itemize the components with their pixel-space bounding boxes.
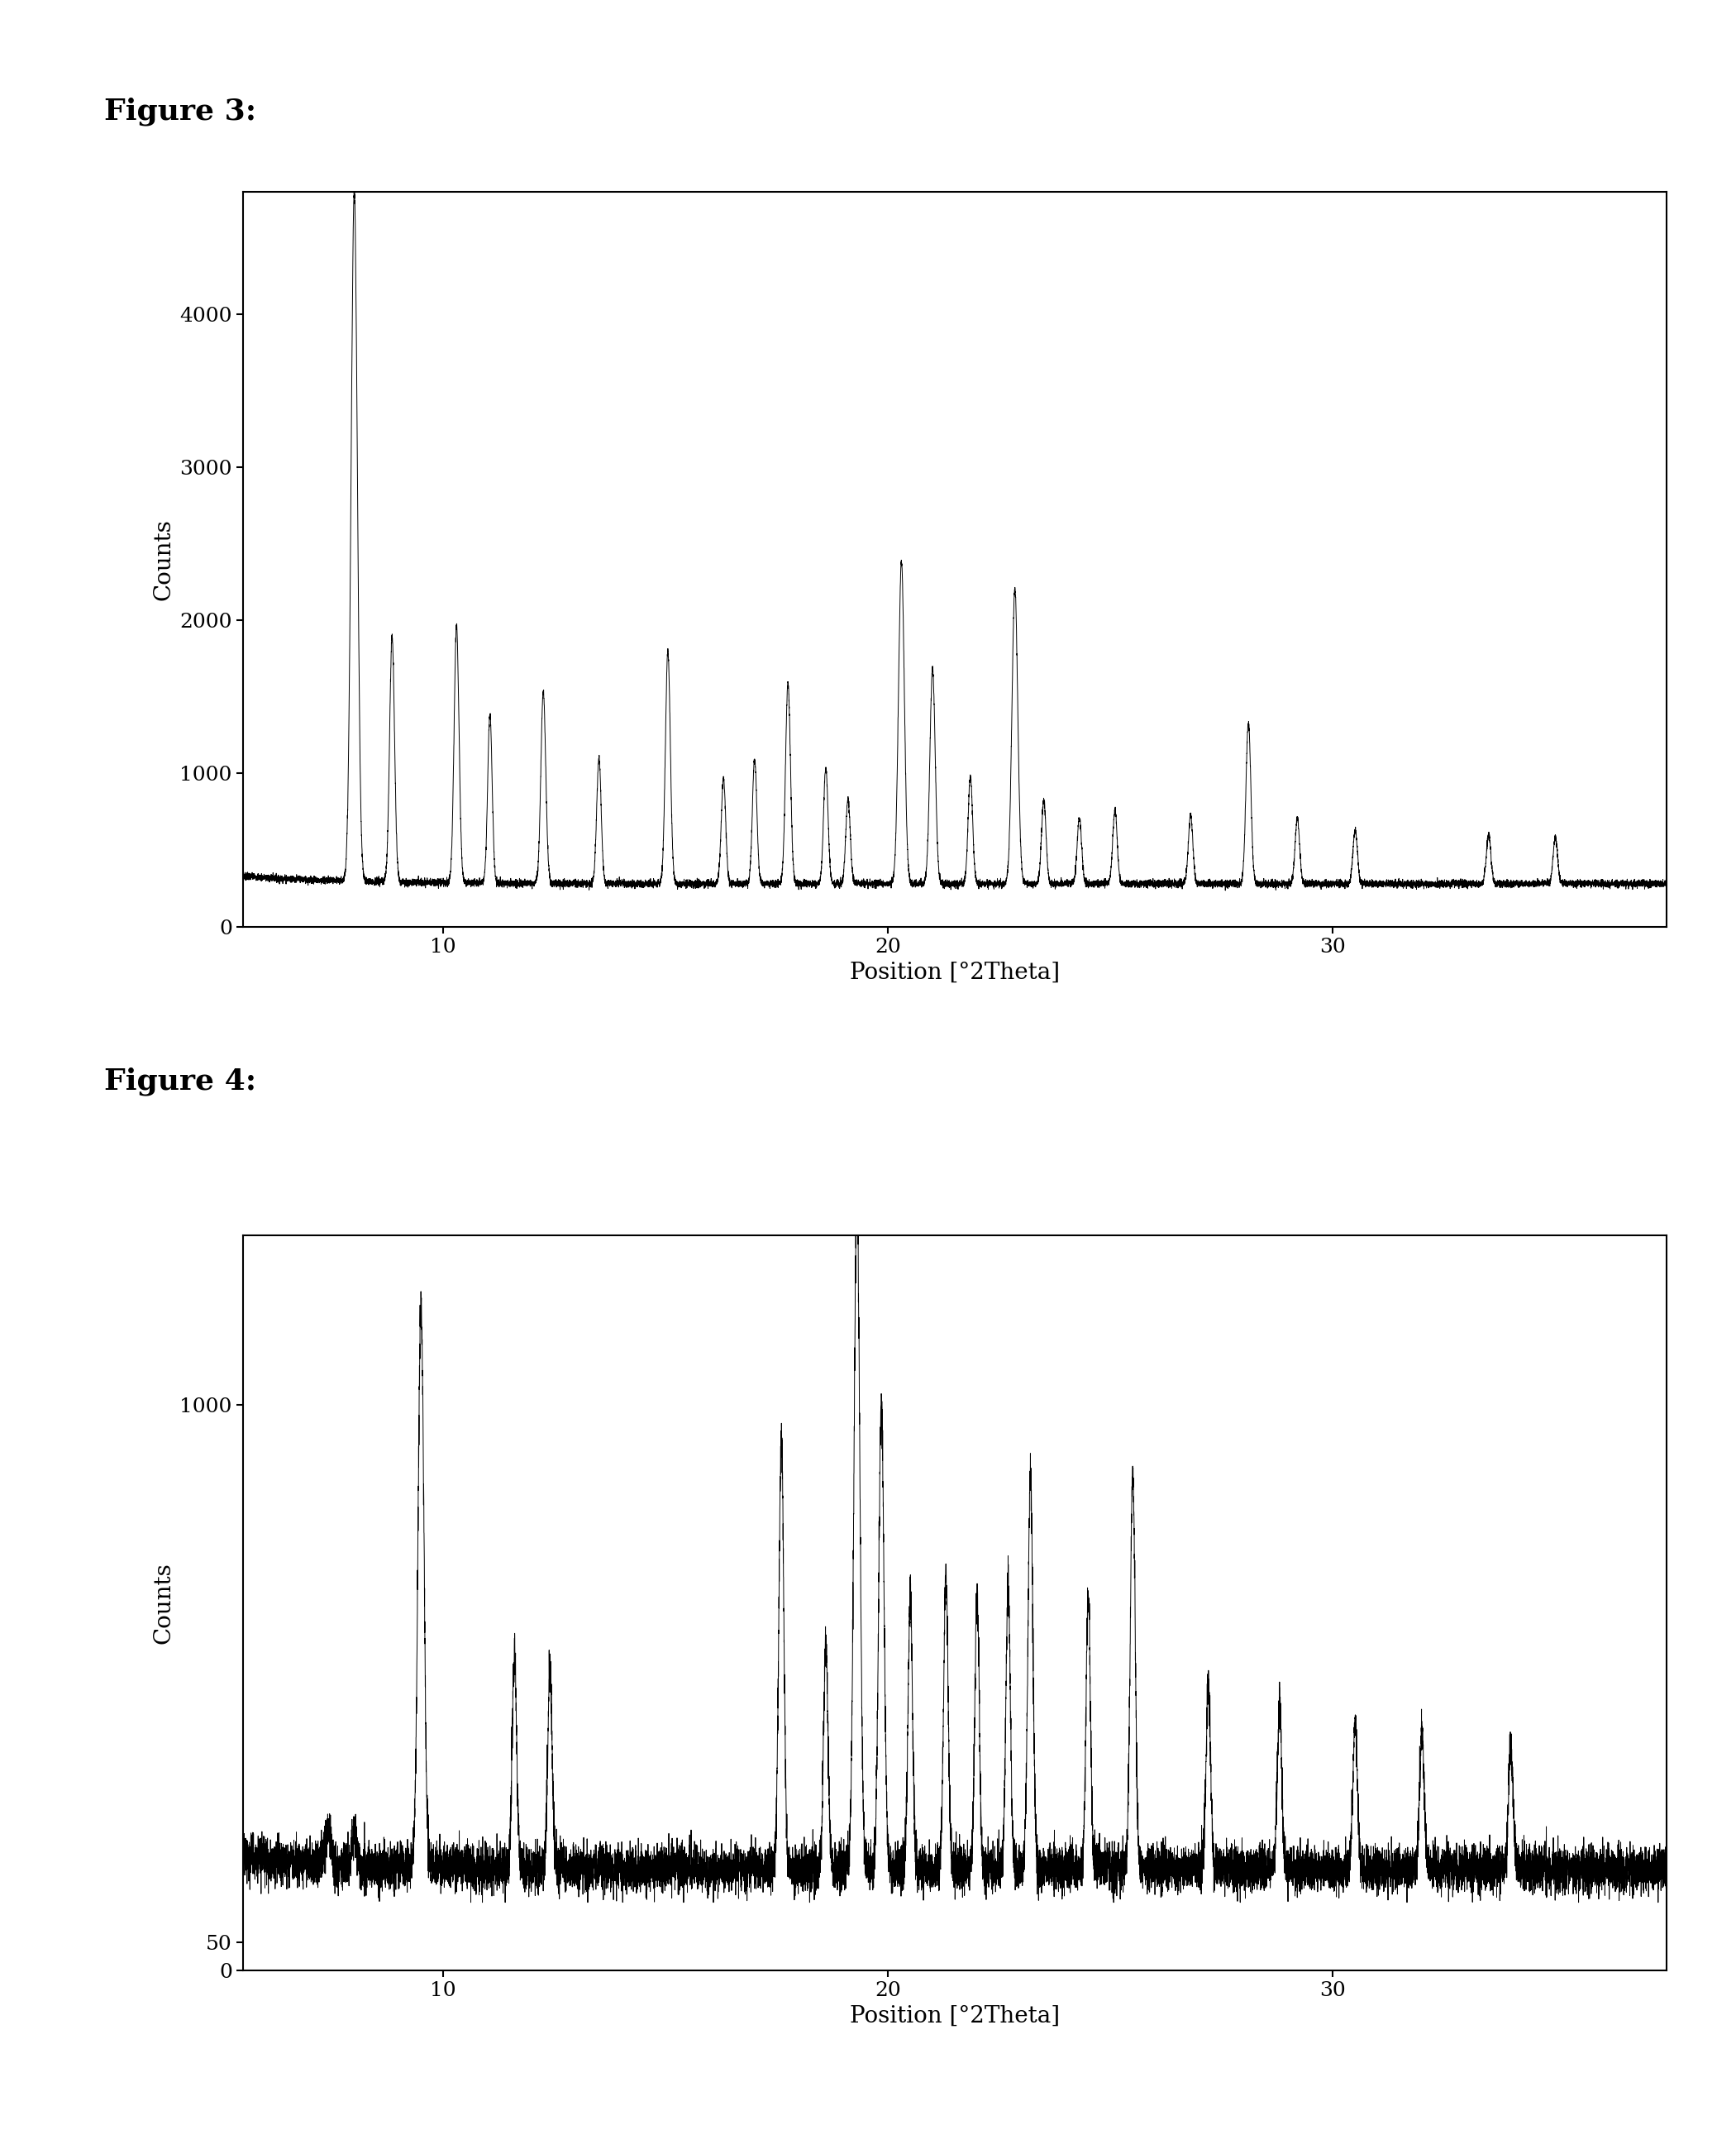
Text: Figure 4:: Figure 4:	[104, 1067, 257, 1095]
Y-axis label: Counts: Counts	[153, 1561, 175, 1644]
Text: Figure 3:: Figure 3:	[104, 98, 257, 126]
X-axis label: Position [°2Theta]: Position [°2Theta]	[849, 2004, 1061, 2028]
Y-axis label: Counts: Counts	[153, 518, 175, 601]
X-axis label: Position [°2Theta]: Position [°2Theta]	[849, 961, 1061, 984]
